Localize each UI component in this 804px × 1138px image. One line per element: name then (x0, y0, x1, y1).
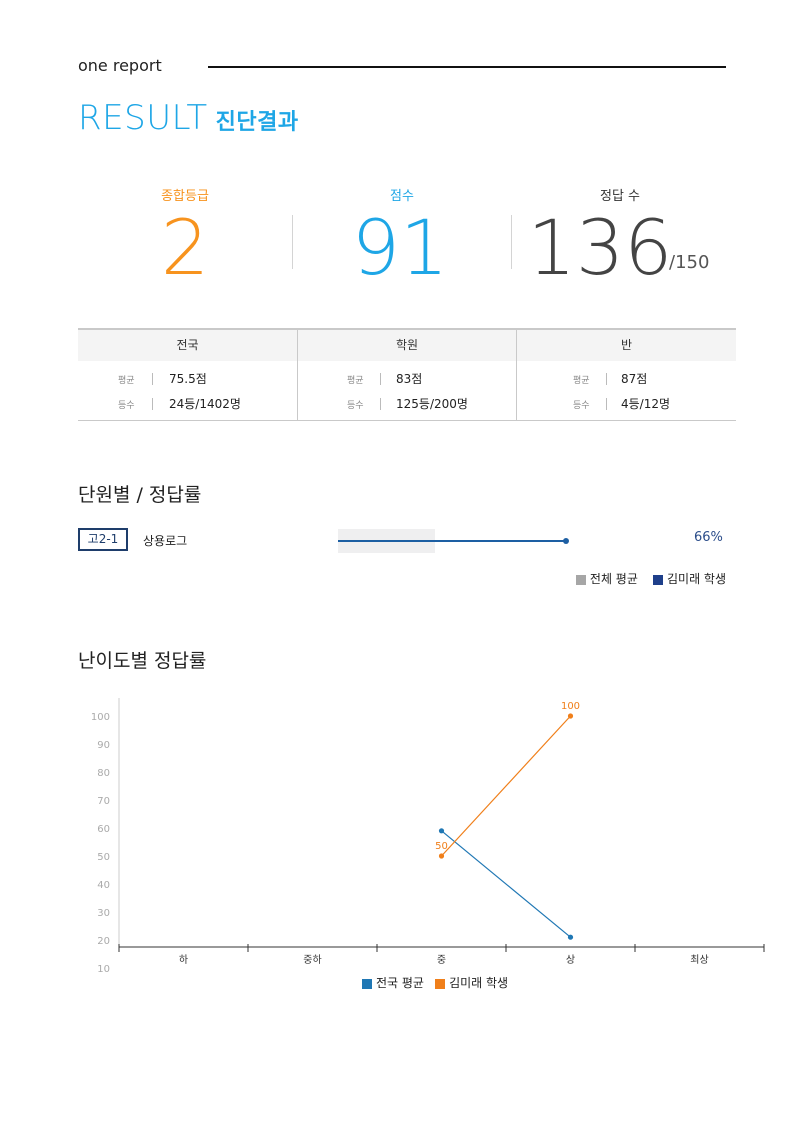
series-line (441, 715, 571, 857)
legend-swatch (435, 978, 446, 989)
stats-key: 평균 (573, 376, 590, 386)
stats-separator (152, 373, 153, 385)
data-label: 50 (435, 841, 448, 852)
stats-header: 학원 (298, 330, 516, 361)
stats-key: 등수 (347, 401, 364, 411)
page-title-en: RESULT (78, 98, 208, 138)
difficulty-section-title: 난이도별 정답률 (78, 650, 207, 672)
data-point (567, 934, 574, 940)
unit-legend: 전체 평균 김미래 학생 (566, 568, 726, 587)
y-tick-label: 100 (91, 712, 110, 723)
stats-separator (606, 398, 607, 410)
stats-column-divider (516, 330, 517, 420)
stats-column-academy: 학원 평균 83점 등수 125등/200명 (298, 330, 516, 420)
unit-student-marker (563, 538, 569, 544)
difficulty-legend: 전국 평균 김미래 학생 (362, 972, 508, 991)
score-label: 점수 (390, 189, 414, 204)
stats-rank-value: 24등/1402명 (169, 397, 241, 411)
stats-column-divider (297, 330, 298, 420)
stats-rank-value: 125등/200명 (396, 397, 468, 411)
data-point (438, 853, 445, 859)
series-line (441, 830, 571, 938)
data-label: 100 (561, 701, 580, 712)
legend-label: 김미래 학생 (449, 976, 509, 990)
stats-table: 전국 평균 75.5점 등수 24등/1402명 학원 평균 83점 등수 12… (78, 328, 736, 421)
grade-value: 2 (160, 203, 210, 292)
stats-column-national: 전국 평균 75.5점 등수 24등/1402명 (78, 330, 297, 420)
stats-column-class: 반 평균 87점 등수 4등/12명 (517, 330, 736, 420)
x-tick-label: 최상 (690, 954, 708, 966)
unit-section-title: 단원별 / 정답률 (78, 484, 202, 506)
difficulty-line-chart: 10 20 30 40 50 60 70 80 90 100 하 중하 중 상 최상 50 100 (91, 698, 765, 975)
y-tick-label: 60 (97, 824, 110, 835)
stats-key: 등수 (118, 401, 135, 411)
legend-item: 전체 평균 (575, 570, 638, 587)
stats-avg-value: 75.5점 (169, 372, 207, 386)
stats-separator (152, 398, 153, 410)
y-tick-label: 10 (97, 964, 110, 975)
x-tick-label: 상 (566, 954, 575, 966)
stats-key: 평균 (347, 376, 364, 386)
unit-percent: 66% (694, 530, 723, 545)
page-title: RESULT 진단결과 (78, 98, 299, 138)
unit-badge: 고2-1 (78, 528, 128, 551)
stats-rank-value: 4등/12명 (621, 397, 671, 411)
x-tick-label: 하 (179, 953, 188, 966)
stats-separator (380, 398, 381, 410)
score-value: 91 (351, 203, 449, 292)
legend-swatch (652, 574, 663, 585)
y-tick-label: 30 (97, 908, 110, 919)
y-tick-label: 50 (97, 852, 110, 863)
legend-label: 전국 평균 (376, 976, 424, 990)
stats-header: 전국 (78, 330, 297, 361)
stats-avg-value: 83점 (396, 372, 423, 386)
brand-name: one report (78, 56, 162, 75)
x-tick-label: 중하 (303, 953, 321, 966)
legend-item: 김미래 학생 (652, 570, 726, 587)
legend-swatch (575, 574, 586, 585)
legend-item: 전국 평균 (362, 974, 424, 991)
stats-separator (380, 373, 381, 385)
data-point (438, 828, 445, 834)
y-tick-label: 40 (97, 880, 110, 891)
correct-label: 정답 수 (599, 189, 640, 204)
unit-name: 상용로그 (143, 534, 188, 548)
grade-label: 종합등급 (161, 189, 209, 204)
y-tick-label: 80 (97, 768, 110, 779)
stats-key: 등수 (573, 401, 590, 411)
stats-header: 반 (517, 330, 736, 361)
legend-item: 김미래 학생 (435, 974, 508, 991)
summary-divider (511, 215, 512, 269)
stats-avg-value: 87점 (621, 372, 648, 386)
x-tick-label: 중 (437, 954, 446, 966)
y-tick-label: 20 (97, 936, 110, 947)
y-tick-label: 90 (97, 740, 110, 751)
summary-divider (292, 215, 293, 269)
unit-student-bar (338, 540, 566, 542)
header-rule (208, 66, 726, 68)
legend-label: 김미래 학생 (666, 572, 726, 586)
legend-swatch (362, 978, 372, 989)
page-title-ko: 진단결과 (215, 110, 299, 135)
legend-label: 전체 평균 (589, 572, 638, 586)
data-point (567, 713, 574, 719)
stats-separator (606, 373, 607, 385)
correct-value: 136 (527, 203, 673, 292)
correct-total: /150 (669, 252, 710, 273)
y-tick-label: 70 (97, 796, 110, 807)
stats-key: 평균 (118, 376, 135, 386)
